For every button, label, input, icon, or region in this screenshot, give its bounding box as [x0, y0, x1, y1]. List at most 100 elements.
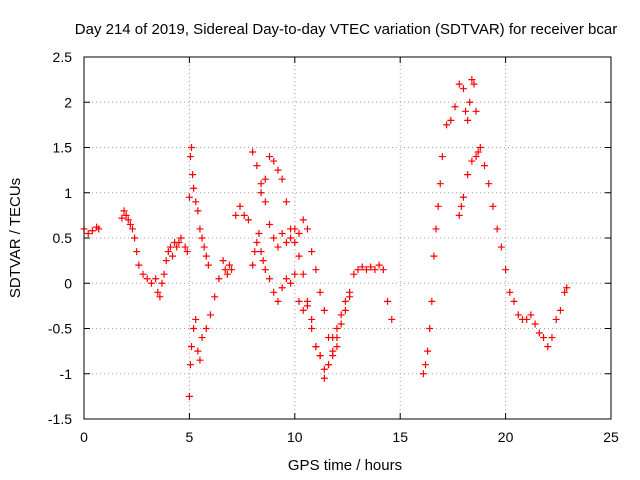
data-point [299, 270, 307, 278]
data-point [156, 293, 164, 301]
data-point [95, 225, 103, 233]
y-tick-label: 2.5 [53, 49, 73, 65]
data-point [266, 153, 274, 161]
data-point [249, 148, 257, 156]
data-point [375, 261, 383, 269]
data-point [436, 180, 444, 188]
data-point [261, 266, 269, 274]
data-point [253, 162, 261, 170]
y-tick-label: 0 [64, 275, 72, 291]
data-point [544, 343, 552, 351]
data-point [552, 315, 560, 323]
data-point [219, 257, 227, 265]
data-point [419, 370, 427, 378]
data-point [379, 266, 387, 274]
data-point [139, 270, 147, 278]
data-point [189, 171, 197, 179]
data-point [308, 248, 316, 256]
data-point [282, 275, 290, 283]
data-point [531, 320, 539, 328]
data-point [261, 198, 269, 206]
data-point [186, 153, 194, 161]
data-point [421, 361, 429, 369]
y-axis-label: SDTVAR / TECUs [7, 178, 24, 298]
x-tick-label: 25 [603, 429, 619, 445]
data-point [194, 207, 202, 215]
data-point [225, 261, 233, 269]
data-point [468, 76, 476, 84]
data-point [333, 334, 341, 342]
data-point [329, 347, 337, 355]
data-point [282, 198, 290, 206]
data-point [485, 180, 493, 188]
data-point [371, 266, 379, 274]
data-point [426, 325, 434, 332]
data-point [464, 116, 472, 124]
data-point [489, 202, 497, 210]
data-point [325, 334, 333, 342]
data-point [274, 243, 282, 251]
data-point [367, 263, 375, 271]
data-point [206, 311, 214, 319]
data-point [198, 234, 206, 242]
y-tick-label: -0.5 [48, 321, 72, 337]
data-point [548, 334, 556, 342]
data-point [316, 352, 324, 360]
data-point [455, 211, 463, 219]
data-point [278, 284, 286, 292]
data-point [185, 392, 193, 400]
data-point [527, 311, 535, 319]
data-point [270, 288, 278, 296]
data-point [270, 234, 278, 242]
data-point [457, 202, 465, 210]
data-point [152, 275, 160, 283]
data-point [481, 162, 489, 170]
data-point [291, 239, 299, 247]
data-point [341, 306, 349, 314]
y-tick-label: 2 [64, 94, 72, 110]
data-point [257, 189, 265, 197]
data-point [493, 225, 501, 233]
data-point [333, 325, 341, 332]
data-point [135, 261, 143, 269]
x-ticks: 0 5 10 15 20 25 [80, 57, 619, 445]
data-point [430, 252, 438, 260]
data-point [561, 288, 569, 296]
y-ticks: -1.5 -1 -0.5 0 0.5 1 1.5 2 2.5 [48, 49, 611, 427]
data-point [341, 297, 349, 305]
data-point [177, 234, 185, 242]
data-point [428, 297, 436, 305]
data-point [312, 343, 320, 351]
data-point [312, 266, 320, 274]
y-tick-label: 1 [64, 185, 72, 201]
data-point [124, 216, 132, 224]
data-point [154, 288, 162, 296]
data-point [215, 275, 223, 283]
data-point [337, 311, 345, 319]
data-point [316, 288, 324, 296]
data-point [88, 227, 96, 235]
y-tick-label: 1.5 [53, 140, 73, 156]
data-point [255, 229, 263, 237]
data-point [455, 80, 463, 88]
data-point [228, 266, 236, 274]
data-point [502, 266, 510, 274]
data-point [438, 153, 446, 161]
data-point [287, 279, 295, 287]
data-point [350, 270, 358, 278]
data-point [166, 243, 174, 251]
data-point [535, 329, 543, 337]
data-point [287, 234, 295, 242]
data-point [253, 239, 261, 247]
data-point [158, 279, 166, 287]
data-point [274, 166, 282, 174]
data-point [443, 121, 451, 129]
data-point [466, 98, 474, 106]
data-point [192, 315, 200, 323]
y-tick-label: -1 [60, 366, 73, 382]
data-point [185, 193, 193, 201]
data-point [325, 361, 333, 369]
data-point [202, 252, 210, 260]
data-point [223, 270, 231, 278]
